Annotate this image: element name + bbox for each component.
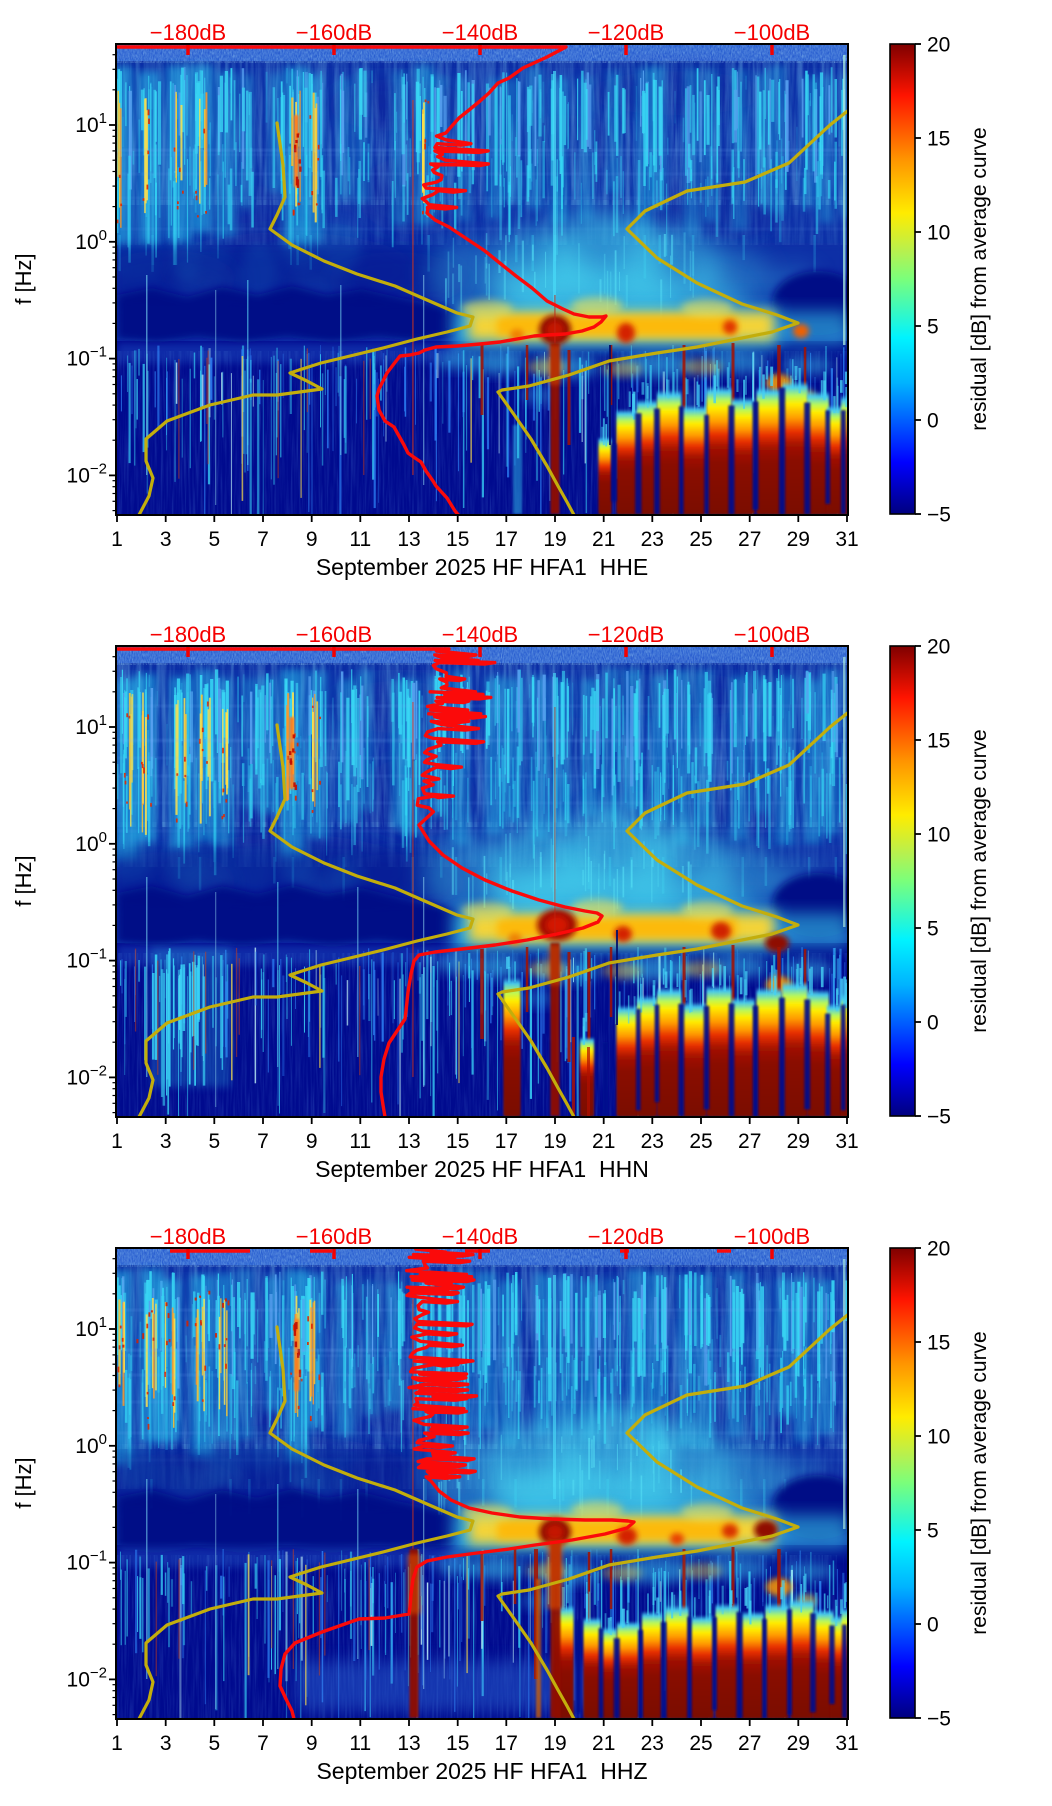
svg-text:7: 7 xyxy=(257,528,269,551)
svg-text:−160dB: −160dB xyxy=(296,1224,372,1249)
svg-text:20: 20 xyxy=(927,34,950,57)
svg-text:5: 5 xyxy=(208,528,220,551)
svg-text:−100dB: −100dB xyxy=(734,20,810,45)
svg-text:−160dB: −160dB xyxy=(296,20,372,45)
svg-text:17: 17 xyxy=(495,528,518,551)
svg-text:11: 11 xyxy=(349,528,371,551)
svg-text:19: 19 xyxy=(543,1732,566,1755)
svg-text:15: 15 xyxy=(927,128,950,151)
svg-text:21: 21 xyxy=(592,1130,615,1153)
svg-text:5: 5 xyxy=(927,1520,939,1543)
svg-text:−140dB: −140dB xyxy=(442,1224,518,1249)
svg-text:residual [dB] from average cur: residual [dB] from average curve xyxy=(968,729,991,1032)
svg-text:21: 21 xyxy=(592,528,615,551)
svg-text:13: 13 xyxy=(397,528,420,551)
svg-text:1: 1 xyxy=(111,1130,123,1153)
svg-text:100: 100 xyxy=(75,829,107,856)
svg-text:9: 9 xyxy=(306,528,318,551)
svg-text:15: 15 xyxy=(446,1732,469,1755)
svg-text:25: 25 xyxy=(689,528,712,551)
svg-text:−180dB: −180dB xyxy=(150,622,226,647)
svg-text:10−2: 10−2 xyxy=(67,460,107,487)
svg-text:5: 5 xyxy=(927,918,939,941)
svg-text:3: 3 xyxy=(160,1732,172,1755)
svg-text:29: 29 xyxy=(787,1732,810,1755)
svg-text:September 2025 HF HFA1 HHE: September 2025 HF HFA1 HHE xyxy=(316,554,648,580)
svg-text:5: 5 xyxy=(208,1732,220,1755)
svg-text:−5: −5 xyxy=(927,1106,951,1129)
svg-text:17: 17 xyxy=(495,1732,518,1755)
svg-text:September 2025 HF HFA1 HHZ: September 2025 HF HFA1 HHZ xyxy=(316,1758,647,1784)
svg-text:f [Hz]: f [Hz] xyxy=(11,1457,36,1508)
svg-text:9: 9 xyxy=(306,1130,318,1153)
svg-text:−100dB: −100dB xyxy=(734,622,810,647)
svg-text:−5: −5 xyxy=(927,1708,951,1731)
svg-text:17: 17 xyxy=(495,1130,518,1153)
svg-text:−180dB: −180dB xyxy=(150,1224,226,1249)
svg-text:15: 15 xyxy=(927,730,950,753)
svg-text:20: 20 xyxy=(927,636,950,659)
svg-text:7: 7 xyxy=(257,1130,269,1153)
svg-text:−120dB: −120dB xyxy=(588,1224,664,1249)
svg-text:27: 27 xyxy=(738,1732,761,1755)
svg-text:13: 13 xyxy=(397,1732,420,1755)
svg-text:10: 10 xyxy=(927,1426,950,1449)
svg-text:10: 10 xyxy=(927,222,950,245)
svg-text:f [Hz]: f [Hz] xyxy=(11,253,36,304)
svg-text:0: 0 xyxy=(927,1614,939,1637)
svg-text:residual [dB] from average cur: residual [dB] from average curve xyxy=(968,127,991,430)
svg-text:f [Hz]: f [Hz] xyxy=(11,855,36,906)
svg-text:−100dB: −100dB xyxy=(734,1224,810,1249)
svg-text:September 2025 HF HFA1 HHN: September 2025 HF HFA1 HHN xyxy=(315,1156,649,1182)
svg-text:0: 0 xyxy=(927,410,939,433)
svg-text:20: 20 xyxy=(927,1238,950,1261)
svg-text:23: 23 xyxy=(641,1732,664,1755)
svg-text:29: 29 xyxy=(787,1130,810,1153)
svg-text:21: 21 xyxy=(592,1732,615,1755)
svg-text:11: 11 xyxy=(349,1732,371,1755)
svg-text:11: 11 xyxy=(349,1130,371,1153)
svg-text:25: 25 xyxy=(689,1130,712,1153)
svg-text:15: 15 xyxy=(446,1130,469,1153)
svg-text:−140dB: −140dB xyxy=(442,622,518,647)
svg-text:10: 10 xyxy=(927,824,950,847)
svg-text:31: 31 xyxy=(835,1732,858,1755)
svg-text:25: 25 xyxy=(689,1732,712,1755)
svg-text:31: 31 xyxy=(835,528,858,551)
svg-text:3: 3 xyxy=(160,528,172,551)
svg-text:15: 15 xyxy=(446,528,469,551)
svg-text:0: 0 xyxy=(927,1012,939,1035)
svg-text:9: 9 xyxy=(306,1732,318,1755)
svg-text:−120dB: −120dB xyxy=(588,622,664,647)
svg-text:15: 15 xyxy=(927,1332,950,1355)
svg-text:13: 13 xyxy=(397,1130,420,1153)
svg-text:residual [dB] from average cur: residual [dB] from average curve xyxy=(968,1331,991,1634)
svg-text:1: 1 xyxy=(111,528,123,551)
svg-text:5: 5 xyxy=(927,316,939,339)
svg-text:−5: −5 xyxy=(927,504,951,527)
svg-text:3: 3 xyxy=(160,1130,172,1153)
svg-text:27: 27 xyxy=(738,528,761,551)
svg-text:27: 27 xyxy=(738,1130,761,1153)
svg-text:−140dB: −140dB xyxy=(442,20,518,45)
svg-text:5: 5 xyxy=(208,1130,220,1153)
svg-text:7: 7 xyxy=(257,1732,269,1755)
svg-text:−180dB: −180dB xyxy=(150,20,226,45)
svg-text:−160dB: −160dB xyxy=(296,622,372,647)
svg-text:19: 19 xyxy=(543,528,566,551)
svg-text:1: 1 xyxy=(111,1732,123,1755)
svg-text:23: 23 xyxy=(641,1130,664,1153)
svg-text:−120dB: −120dB xyxy=(588,20,664,45)
svg-text:23: 23 xyxy=(641,528,664,551)
svg-text:29: 29 xyxy=(787,528,810,551)
svg-text:19: 19 xyxy=(543,1130,566,1153)
svg-text:31: 31 xyxy=(835,1130,858,1153)
